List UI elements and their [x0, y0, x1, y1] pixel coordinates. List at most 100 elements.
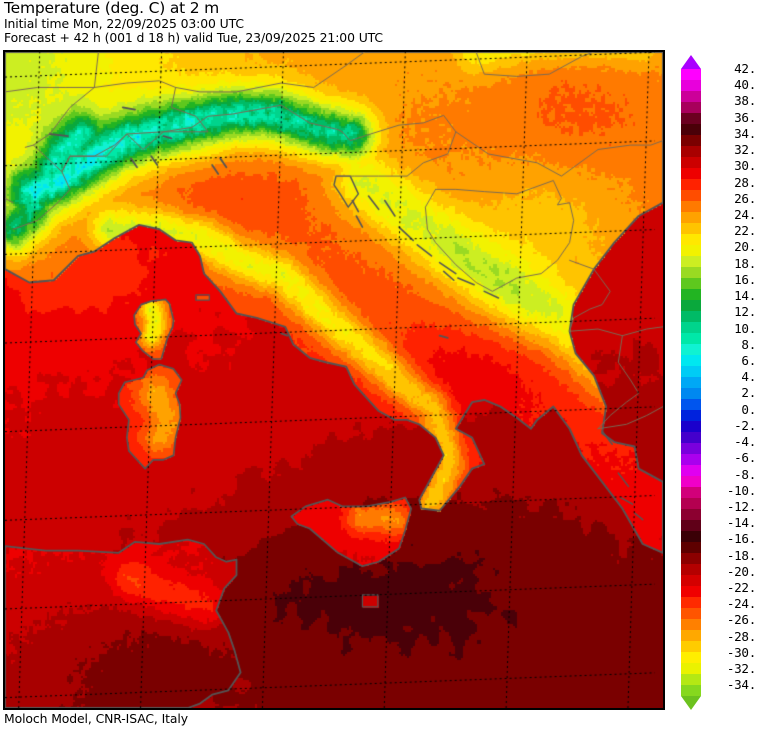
colorbar-tick-label: 16.	[734, 271, 756, 287]
colorbar-band	[681, 465, 701, 476]
colorbar-band	[681, 553, 701, 564]
colorbar-band	[681, 597, 701, 608]
colorbar-band	[681, 399, 701, 410]
colorbar-band	[681, 113, 701, 124]
forecast-valid-label: Forecast + 42 h (001 d 18 h) valid Tue, …	[4, 29, 383, 45]
colorbar-band	[681, 91, 701, 102]
colorbar-tick-label: 24.	[734, 206, 756, 222]
colorbar-tick-label: -2.	[734, 417, 756, 433]
colorbar-band	[681, 102, 701, 113]
colorbar-band	[681, 289, 701, 300]
colorbar-band	[681, 410, 701, 421]
colorbar-tick-label: -26.	[726, 612, 756, 628]
page-title: Temperature (deg. C) at 2 m	[4, 0, 220, 17]
colorbar-tick-label: -16.	[726, 531, 756, 547]
colorbar-gradient-strip	[681, 69, 701, 696]
colorbar-tick-label: 42.	[734, 61, 756, 76]
temperature-field-canvas[interactable]	[5, 52, 663, 708]
colorbar-tick-label: 32.	[734, 142, 756, 158]
colorbar-band	[681, 509, 701, 520]
colorbar-band	[681, 135, 701, 146]
colorbar-band	[681, 652, 701, 663]
colorbar-tick-label: -20.	[726, 563, 756, 579]
colorbar-band	[681, 564, 701, 575]
colorbar-band	[681, 619, 701, 630]
colorbar-tick-label: -14.	[726, 515, 756, 531]
colorbar-band	[681, 278, 701, 289]
colorbar-tick-label: 22.	[734, 223, 756, 239]
temperature-map-panel[interactable]	[3, 50, 665, 710]
colorbar-band	[681, 344, 701, 355]
colorbar-tick-label: 6.	[741, 352, 756, 368]
model-credit-label: Moloch Model, CNR-ISAC, Italy	[4, 711, 188, 726]
colorbar-band	[681, 179, 701, 190]
colorbar-tick-label: -34.	[726, 677, 756, 693]
colorbar-tick-label: -24.	[726, 596, 756, 612]
colorbar-tick-label: -10.	[726, 482, 756, 498]
colorbar-tick-label: 40.	[734, 77, 756, 93]
colorbar-band	[681, 421, 701, 432]
colorbar-band	[681, 476, 701, 487]
colorbar-band	[681, 498, 701, 509]
colorbar-tick-label: 14.	[734, 288, 756, 304]
colorbar-band	[681, 443, 701, 454]
colorbar-band	[681, 311, 701, 322]
colorbar-band	[681, 487, 701, 498]
colorbar-tick-label: -6.	[734, 450, 756, 466]
colorbar-band	[681, 333, 701, 344]
colorbar-tick-label: 38.	[734, 93, 756, 109]
colorbar	[681, 55, 701, 710]
colorbar-band	[681, 212, 701, 223]
colorbar-tick-label: -28.	[726, 628, 756, 644]
colorbar-band	[681, 641, 701, 652]
colorbar-tick-label: 8.	[741, 336, 756, 352]
colorbar-tick-label: 10.	[734, 320, 756, 336]
colorbar-band	[681, 586, 701, 597]
colorbar-tick-label: 2.	[741, 385, 756, 401]
colorbar-tick-label: 28.	[734, 174, 756, 190]
colorbar-tick-label: -12.	[726, 498, 756, 514]
colorbar-band	[681, 157, 701, 168]
colorbar-band	[681, 630, 701, 641]
colorbar-under-arrow-icon	[681, 696, 701, 710]
colorbar-tick-label: -30.	[726, 644, 756, 660]
colorbar-tick-label: 18.	[734, 255, 756, 271]
colorbar-band	[681, 432, 701, 443]
colorbar-tick-label: 34.	[734, 125, 756, 141]
colorbar-tick-label: 12.	[734, 304, 756, 320]
colorbar-tick-label: 4.	[741, 369, 756, 385]
colorbar-over-arrow-icon	[681, 55, 701, 69]
colorbar-band	[681, 80, 701, 91]
colorbar-band	[681, 531, 701, 542]
colorbar-tick-label: 20.	[734, 239, 756, 255]
colorbar-band	[681, 146, 701, 157]
initial-time-label: Initial time Mon, 22/09/2025 03:00 UTC	[4, 16, 244, 31]
colorbar-band	[681, 674, 701, 685]
colorbar-tick-label: 30.	[734, 158, 756, 174]
colorbar-band	[681, 366, 701, 377]
colorbar-band	[681, 245, 701, 256]
colorbar-tick-label: -32.	[726, 661, 756, 677]
colorbar-band	[681, 388, 701, 399]
colorbar-tick-label: 36.	[734, 109, 756, 125]
colorbar-band	[681, 377, 701, 388]
colorbar-tick-label: -8.	[734, 466, 756, 482]
colorbar-band	[681, 575, 701, 586]
colorbar-band	[681, 300, 701, 311]
colorbar-band	[681, 322, 701, 333]
colorbar-tick-label: 26.	[734, 190, 756, 206]
colorbar-band	[681, 168, 701, 179]
colorbar-band	[681, 454, 701, 465]
colorbar-band	[681, 256, 701, 267]
colorbar-tick-label: 0.	[741, 401, 756, 417]
colorbar-band	[681, 267, 701, 278]
colorbar-band	[681, 355, 701, 366]
colorbar-band	[681, 542, 701, 553]
colorbar-band	[681, 234, 701, 245]
colorbar-tick-label: -4.	[734, 434, 756, 450]
colorbar-tick-label: -22.	[726, 580, 756, 596]
colorbar-band	[681, 190, 701, 201]
colorbar-band	[681, 223, 701, 234]
colorbar-band	[681, 69, 701, 80]
colorbar-band	[681, 685, 701, 696]
